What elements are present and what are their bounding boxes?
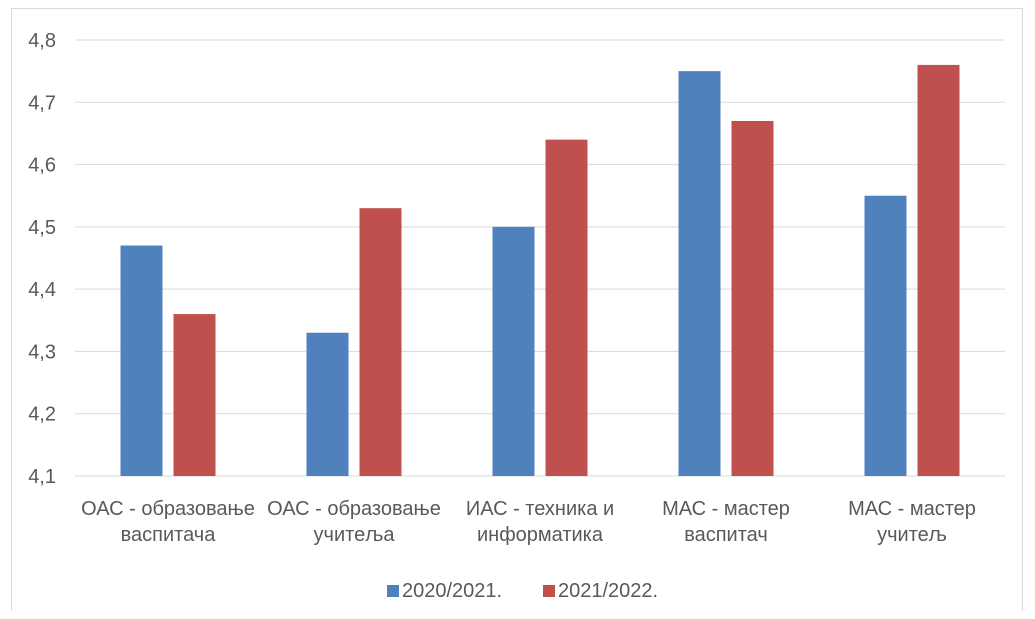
legend: 2020/2021. 2021/2022. (387, 580, 658, 602)
x-axis-labels: ОАС - образовање васпитача ОАС - образовањ… (81, 498, 976, 546)
x-category-label: васпитач (684, 524, 768, 546)
bar (864, 195, 907, 476)
bar (731, 120, 774, 476)
bar (359, 208, 402, 476)
y-tick-label: 4,1 (28, 466, 56, 488)
bars (120, 64, 960, 477)
x-category-label: информатика (477, 524, 604, 546)
legend-swatch (387, 585, 399, 597)
bar (173, 314, 216, 476)
bar (120, 245, 163, 476)
x-category-label: васпитача (121, 524, 217, 546)
bar (678, 71, 721, 477)
bar (917, 64, 960, 477)
y-tick-label: 4,7 (28, 92, 56, 114)
x-category-label: ИАС - техника и (466, 498, 614, 520)
y-tick-label: 4,2 (28, 404, 56, 426)
y-tick-label: 4,8 (28, 30, 56, 52)
y-axis-ticks: 4,1 4,2 4,3 4,4 4,5 4,6 4,7 4,8 (28, 30, 56, 488)
x-category-label: ОАС - образовање (81, 498, 255, 520)
legend-label: 2020/2021. (402, 580, 502, 602)
bar (306, 332, 349, 476)
x-category-label: МАС - мастер (848, 498, 976, 520)
x-category-label: учитељ (877, 524, 947, 546)
x-category-label: учитеља (314, 524, 396, 546)
chart-frame (11, 8, 1023, 611)
y-tick-label: 4,5 (28, 217, 56, 239)
x-category-label: ОАС - образовање (267, 498, 441, 520)
bar (545, 139, 588, 476)
gridlines (75, 39, 1005, 477)
y-tick-label: 4,6 (28, 155, 56, 177)
x-category-label: МАС - мастер (662, 498, 790, 520)
y-tick-label: 4,4 (28, 279, 56, 301)
legend-label: 2021/2022. (558, 580, 658, 602)
bar (492, 226, 535, 476)
legend-swatch (543, 585, 555, 597)
y-tick-label: 4,3 (28, 341, 56, 363)
